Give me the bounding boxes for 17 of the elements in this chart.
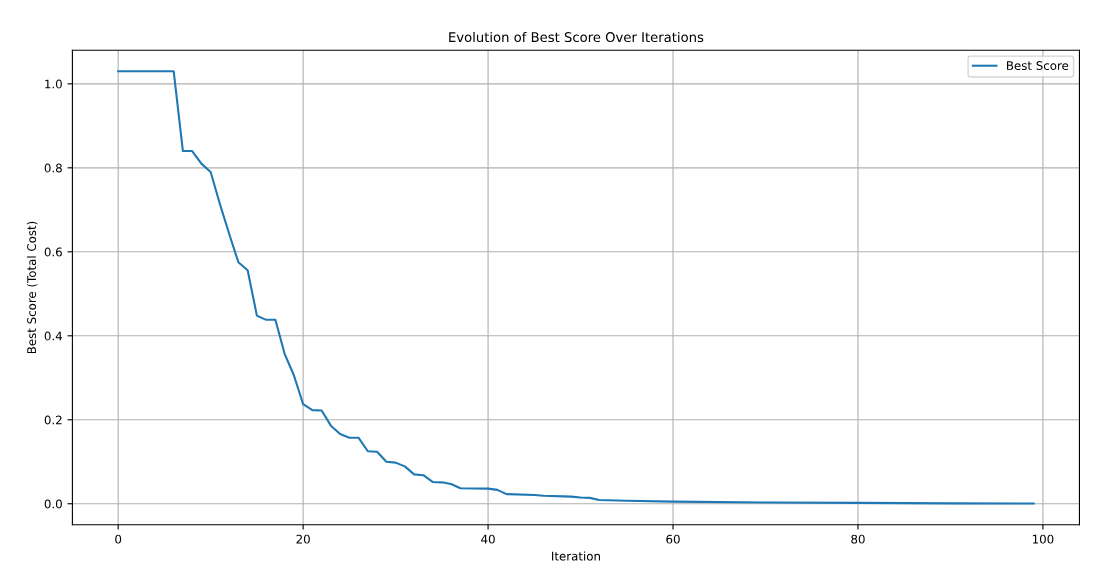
x-tick-label: 60 [666,534,680,544]
x-tick-label: 0 [115,534,122,544]
chart-title: Evolution of Best Score Over Iterations [449,31,704,43]
x-tick-label: 100 [1032,534,1054,544]
line-series [117,70,1035,505]
y-tick-label: 1.0 [45,79,62,89]
x-tick-label: 80 [851,534,865,544]
x-tick-label: 20 [296,534,310,544]
x-tick-label: 40 [481,534,495,544]
legend-label: Best Score [1007,61,1069,71]
y-tick-label: 0.0 [44,499,62,509]
y-axis-title: Best Score (Total Cost) [26,221,38,354]
x-axis-title: Iteration [552,551,600,561]
y-tick-label: 0.2 [44,415,62,425]
y-tick-label: 0.8 [44,163,62,173]
y-tick-label: 0.4 [44,331,63,341]
y-tick-label: 0.6 [44,247,62,257]
